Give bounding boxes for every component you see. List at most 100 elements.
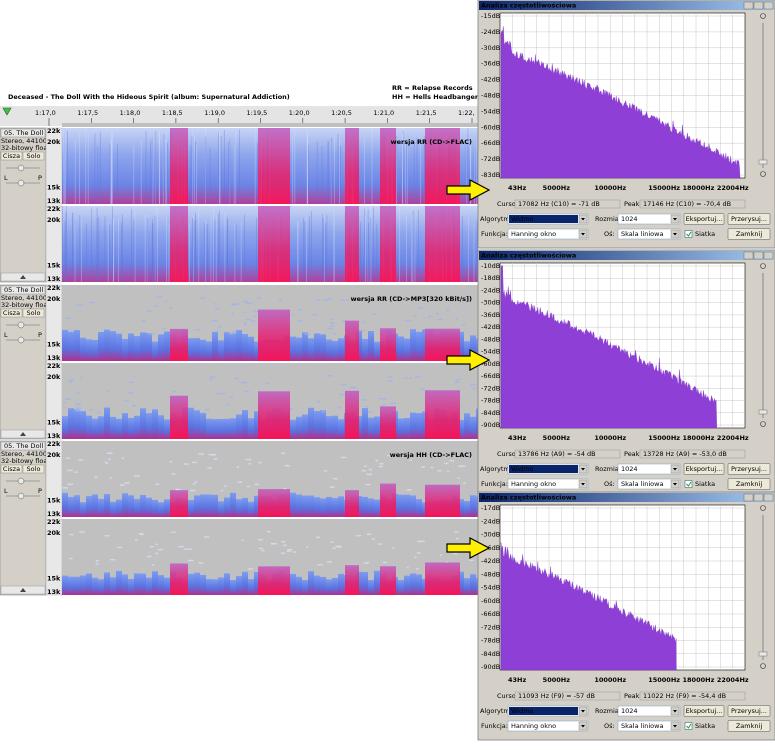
close-button[interactable]	[727, 228, 771, 240]
export-button[interactable]	[683, 463, 725, 475]
spectrogram-speck	[149, 545, 155, 548]
spectrogram-speck	[292, 314, 295, 316]
size-select[interactable]	[617, 463, 681, 475]
zoom-out-icon[interactable]	[760, 663, 766, 669]
grid-checkbox[interactable]	[684, 722, 693, 730]
spectrogram-speck	[386, 454, 392, 457]
spectrogram-speck	[189, 489, 196, 492]
close-button[interactable]	[727, 720, 771, 732]
spectrogram-band	[308, 338, 314, 361]
export-button[interactable]	[683, 213, 725, 225]
spectrogram-band	[116, 333, 122, 361]
close-button[interactable]	[727, 478, 771, 490]
mute-button[interactable]	[0, 308, 23, 318]
track-name-box[interactable]	[0, 128, 46, 138]
y-axis-label: -24dB	[481, 517, 500, 525]
spectrogram-band	[338, 338, 344, 361]
spectrogram-speck	[452, 300, 457, 302]
track-name-box[interactable]	[0, 285, 46, 295]
zoom-in-icon[interactable]	[760, 505, 766, 511]
window-button[interactable]	[753, 493, 764, 502]
spectrogram-band	[158, 502, 164, 517]
axis-select[interactable]	[617, 228, 681, 240]
spectrogram-speck	[65, 398, 71, 400]
freq-label: 22k	[47, 518, 61, 526]
window-button[interactable]	[743, 493, 754, 502]
spectrogram-speck	[434, 453, 439, 456]
window-button[interactable]	[743, 1, 754, 10]
solo-button[interactable]	[22, 308, 45, 318]
spectrogram-band	[290, 419, 296, 439]
spectrogram-speck	[156, 296, 163, 298]
spectrogram-band	[86, 415, 92, 439]
redraw-button[interactable]	[727, 705, 771, 717]
gain-knob[interactable]	[17, 321, 25, 329]
function-select[interactable]	[507, 478, 589, 490]
axis-select[interactable]	[617, 478, 681, 490]
spectrogram-band	[248, 501, 254, 517]
window-button[interactable]	[753, 251, 764, 260]
window-titlebar	[479, 1, 774, 10]
spectrogram-speck	[462, 324, 466, 326]
spectrogram-band	[368, 417, 374, 439]
grid-checkbox[interactable]	[684, 480, 693, 488]
spectrogram-speck	[250, 320, 256, 322]
spectrogram-band	[212, 494, 218, 517]
solo-button[interactable]	[22, 151, 45, 161]
spectrogram-speck	[232, 331, 237, 333]
function-label: Funkcja:	[481, 480, 508, 488]
spectrogram-speck	[340, 299, 345, 302]
solo-button[interactable]	[22, 464, 45, 474]
function-select[interactable]	[507, 228, 589, 240]
timeline-label: 1:20,0	[289, 109, 310, 117]
spectrogram-burst	[425, 484, 460, 517]
axis-select[interactable]	[617, 720, 681, 732]
zoom-out-icon[interactable]	[760, 421, 766, 427]
spectrogram-speck	[258, 461, 262, 464]
track-name-box[interactable]	[0, 441, 46, 451]
spectrogram-speck	[244, 390, 250, 393]
zoom-thumb[interactable]	[758, 159, 768, 165]
spectrogram-band	[398, 494, 404, 517]
pan-knob[interactable]	[17, 492, 25, 500]
grid-checkbox[interactable]	[684, 230, 693, 238]
freq-label: 15k	[47, 574, 61, 582]
zoom-in-icon[interactable]	[760, 263, 766, 269]
window-button[interactable]	[743, 251, 754, 260]
spectrogram-speck	[392, 546, 395, 549]
spectrogram-speck	[416, 568, 419, 570]
spectrogram-speck	[95, 563, 99, 565]
x-axis-label: 5000Hz	[543, 184, 571, 192]
window-button[interactable]	[753, 1, 764, 10]
window-button[interactable]	[763, 493, 774, 502]
mute-button[interactable]	[0, 151, 23, 161]
redraw-button[interactable]	[727, 213, 771, 225]
pan-knob[interactable]	[17, 179, 25, 187]
spectrogram-band	[248, 418, 254, 439]
spectrogram-speck	[361, 470, 366, 472]
spectrogram-band	[464, 413, 470, 439]
gain-knob[interactable]	[17, 477, 25, 485]
spectrogram-band	[164, 331, 170, 361]
window-button[interactable]	[763, 1, 774, 10]
zoom-thumb[interactable]	[758, 409, 768, 415]
zoom-out-icon[interactable]	[760, 171, 766, 177]
spectrogram-speck	[409, 459, 412, 461]
redraw-button[interactable]	[727, 463, 771, 475]
spectrogram-band	[218, 419, 224, 439]
mute-button[interactable]	[0, 464, 23, 474]
size-select[interactable]	[617, 705, 681, 717]
spectrogram-speck	[322, 410, 325, 413]
spectrogram-band	[122, 338, 128, 361]
size-select[interactable]	[617, 213, 681, 225]
size-arrow	[673, 710, 677, 713]
pan-knob[interactable]	[17, 336, 25, 344]
spectrogram-band	[320, 334, 326, 361]
function-select[interactable]	[507, 720, 589, 732]
export-button[interactable]	[683, 705, 725, 717]
window-button[interactable]	[763, 251, 774, 260]
gain-knob[interactable]	[17, 164, 25, 172]
zoom-in-icon[interactable]	[760, 13, 766, 19]
zoom-thumb[interactable]	[758, 651, 768, 657]
